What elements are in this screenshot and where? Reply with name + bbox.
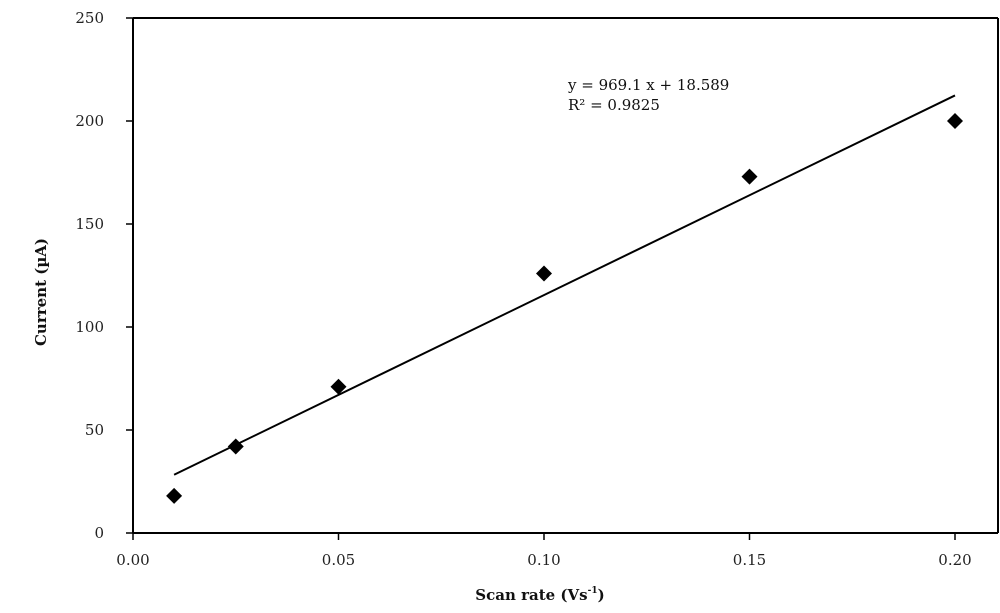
r-squared-label: R² = 0.9825	[568, 96, 660, 114]
y-axis-title: Current (µA)	[32, 238, 50, 346]
y-tick-label: 250	[75, 9, 104, 27]
trendline-group	[173, 94, 956, 476]
x-tick-label: 0.05	[322, 551, 355, 569]
x-axis-title-close: )	[598, 586, 605, 604]
data-point-diamond	[227, 438, 244, 455]
y-tick-label: 50	[85, 421, 104, 439]
data-point-diamond	[741, 168, 758, 185]
x-tick-label: 0.10	[527, 551, 560, 569]
x-tick-label: 0.15	[733, 551, 766, 569]
data-point-diamond	[330, 378, 347, 395]
ticks: 0 50 100 150 200 250 0.00 0.05 0.10 0.15 0.20	[75, 9, 971, 569]
y-tick-label: 100	[75, 318, 104, 336]
data-point-diamond	[947, 113, 963, 129]
x-tick-label: 0.20	[938, 551, 971, 569]
x-axis-title-superscript: -1	[588, 586, 598, 596]
y-tick-label: 200	[75, 112, 104, 130]
y-tick-label: 0	[94, 524, 104, 542]
data-point-diamond	[166, 487, 183, 504]
trendline-equation: y = 969.1 x + 18.589	[567, 76, 729, 94]
trendline	[173, 94, 956, 476]
x-tick-label: 0.00	[116, 551, 149, 569]
x-axis-title: Scan rate (Vs-1)	[475, 586, 604, 604]
x-axis-title-main: Scan rate (Vs	[475, 586, 587, 604]
annotations: y = 969.1 x + 18.589 R² = 0.9825	[567, 76, 729, 114]
y-tick-label: 150	[75, 215, 104, 233]
data-points	[166, 113, 963, 504]
axes	[132, 17, 999, 534]
data-point-diamond	[536, 265, 552, 282]
